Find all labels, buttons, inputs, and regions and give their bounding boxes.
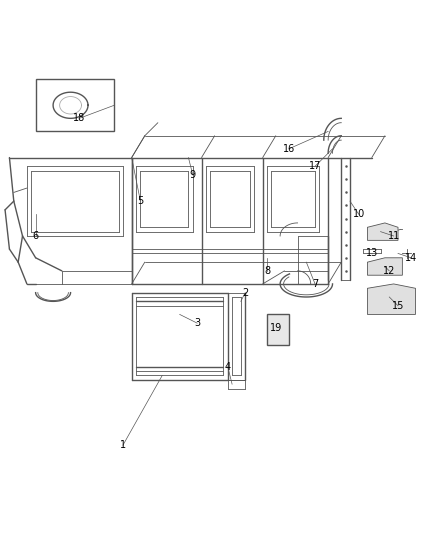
Bar — [35, 79, 114, 132]
Text: 5: 5 — [137, 196, 144, 206]
Text: 17: 17 — [309, 161, 321, 171]
Polygon shape — [367, 258, 403, 275]
Text: 14: 14 — [405, 253, 417, 263]
Text: 9: 9 — [190, 170, 196, 180]
Text: 1: 1 — [120, 440, 126, 450]
Text: 3: 3 — [194, 318, 200, 328]
Text: 6: 6 — [32, 231, 39, 241]
Polygon shape — [367, 284, 416, 314]
Text: 12: 12 — [383, 266, 396, 276]
Text: 19: 19 — [270, 322, 282, 333]
Polygon shape — [367, 223, 398, 240]
Text: 2: 2 — [242, 288, 248, 297]
Text: 11: 11 — [388, 231, 400, 241]
Text: 16: 16 — [283, 144, 295, 154]
Text: 15: 15 — [392, 301, 404, 311]
Bar — [267, 314, 289, 345]
Text: 10: 10 — [353, 209, 365, 219]
Text: 18: 18 — [73, 114, 85, 123]
Text: 4: 4 — [225, 362, 231, 372]
Text: 8: 8 — [264, 266, 270, 276]
Text: 13: 13 — [366, 248, 378, 259]
Text: 7: 7 — [312, 279, 318, 289]
